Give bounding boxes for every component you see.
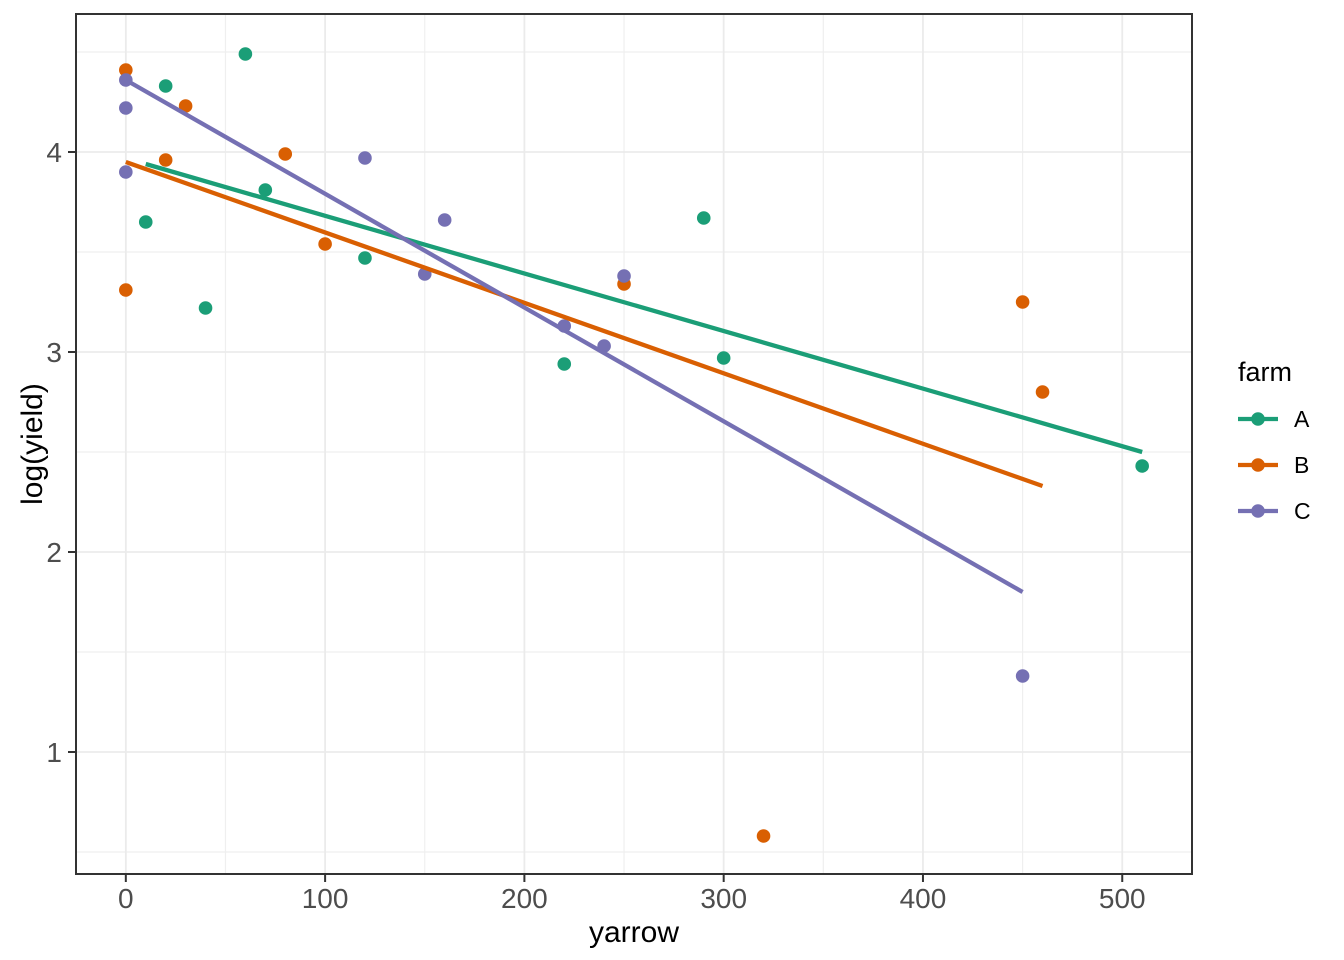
x-axis-tick-label: 400 <box>900 883 947 914</box>
x-axis-tick-label: 500 <box>1099 883 1146 914</box>
data-point-farm-B <box>318 237 332 251</box>
legend-item-label: A <box>1294 405 1310 432</box>
x-axis-title: yarrow <box>588 916 679 949</box>
data-point-farm-A <box>696 211 711 225</box>
data-point-farm-C <box>119 101 133 115</box>
x-axis-tick-label: 200 <box>501 883 548 914</box>
data-point-farm-B <box>119 63 133 77</box>
data-point-farm-B <box>1035 385 1050 399</box>
legend-item-B: B <box>1238 442 1344 488</box>
y-axis-tick-label: 3 <box>46 337 62 368</box>
data-point-farm-C <box>617 269 631 283</box>
trendline-farm-C <box>124 78 1024 594</box>
y-axis-tick-label: 1 <box>46 737 62 768</box>
data-point-farm-A <box>138 215 153 229</box>
data-point-farm-A <box>358 251 372 265</box>
legend-item-label: C <box>1294 497 1311 524</box>
data-point-farm-A <box>238 47 253 61</box>
panel-background <box>76 14 1192 874</box>
legend-item-A: A <box>1238 396 1344 442</box>
legend-title: farm <box>1238 357 1292 387</box>
x-axis-tick-label: 100 <box>302 883 349 914</box>
legend-key-icon <box>1238 458 1278 472</box>
data-point-farm-C <box>119 165 133 179</box>
panel-border <box>75 13 1193 875</box>
trendline-farm-B <box>125 159 1044 489</box>
data-point-farm-A <box>158 79 173 93</box>
data-point-farm-A <box>198 301 213 315</box>
data-point-farm-C <box>1015 669 1030 683</box>
data-point-farm-B <box>756 829 771 843</box>
legend-key-icon <box>1238 412 1278 426</box>
data-point-farm-B <box>158 153 173 167</box>
data-point-farm-C <box>437 213 452 227</box>
data-point-farm-A <box>258 183 273 197</box>
y-axis-tick-label: 2 <box>46 537 62 568</box>
legend-item-C: C <box>1238 488 1344 534</box>
legend-key-icon <box>1238 504 1278 518</box>
data-point-farm-B <box>178 99 193 113</box>
data-point-farm-B <box>119 283 133 297</box>
data-point-farm-C <box>358 151 372 165</box>
y-axis-tick-label: 4 <box>46 137 62 168</box>
y-axis-title: log(yield) <box>16 383 49 505</box>
x-axis-tick-label: 0 <box>118 883 134 914</box>
data-point-farm-A <box>557 357 572 371</box>
x-axis-tick-label: 300 <box>700 883 747 914</box>
data-point-farm-A <box>716 351 731 365</box>
data-point-farm-B <box>278 147 293 161</box>
data-point-farm-A <box>1135 459 1149 473</box>
trendline-farm-A <box>145 161 1143 455</box>
data-point-farm-B <box>1015 295 1030 309</box>
legend-item-label: B <box>1294 451 1310 478</box>
